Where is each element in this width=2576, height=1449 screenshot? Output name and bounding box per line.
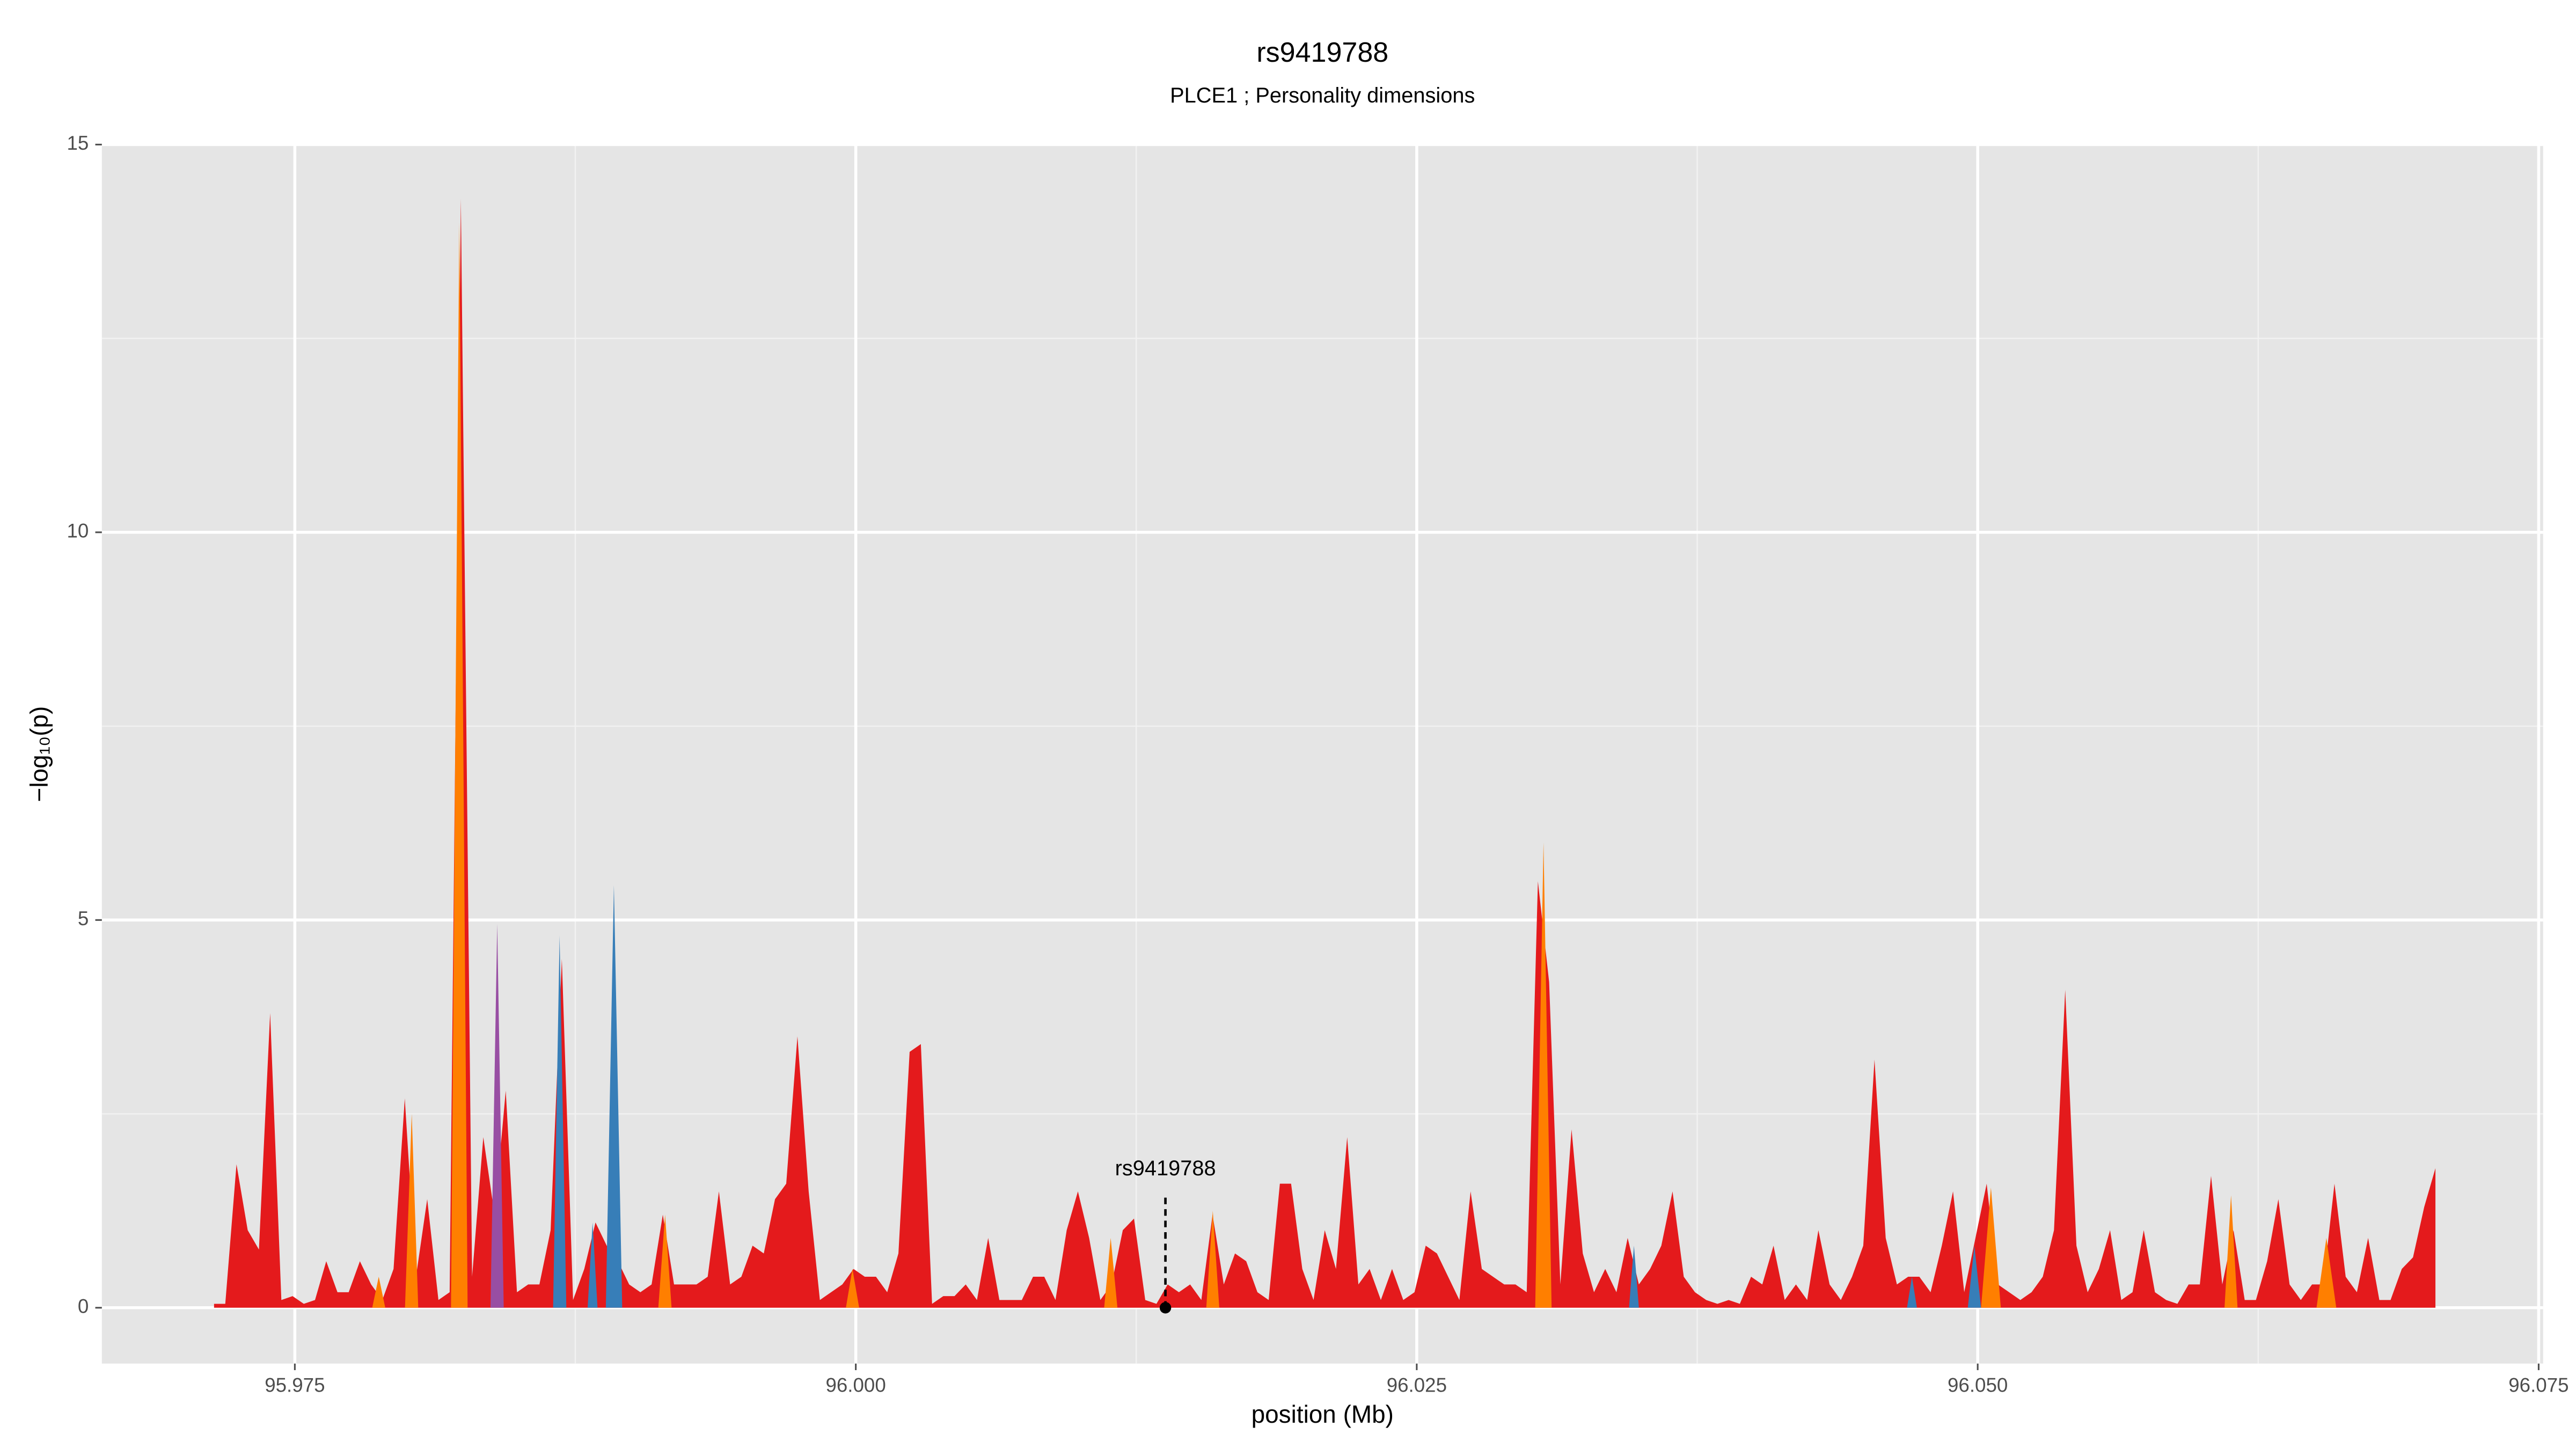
annotation-point: [1159, 1302, 1172, 1314]
x-tick-label: 96.025: [1387, 1374, 1447, 1396]
chart-title: rs9419788: [1256, 37, 1388, 68]
y-tick-label: 15: [67, 132, 89, 154]
x-tick-label: 96.050: [1948, 1374, 2008, 1396]
y-tick-label: 5: [78, 908, 89, 930]
annotation-label: rs9419788: [1115, 1157, 1216, 1180]
y-axis-label: −log₁₀(p): [25, 706, 53, 802]
chart-subtitle: PLCE1 ; Personality dimensions: [1170, 84, 1475, 107]
x-tick-label: 96.075: [2508, 1374, 2568, 1396]
x-axis-label: position (Mb): [1252, 1400, 1394, 1428]
x-tick-label: 96.000: [825, 1374, 885, 1396]
y-tick-label: 0: [78, 1295, 89, 1317]
x-tick-label: 95.975: [265, 1374, 325, 1396]
y-tick-label: 10: [67, 520, 89, 542]
area: [490, 924, 504, 1308]
